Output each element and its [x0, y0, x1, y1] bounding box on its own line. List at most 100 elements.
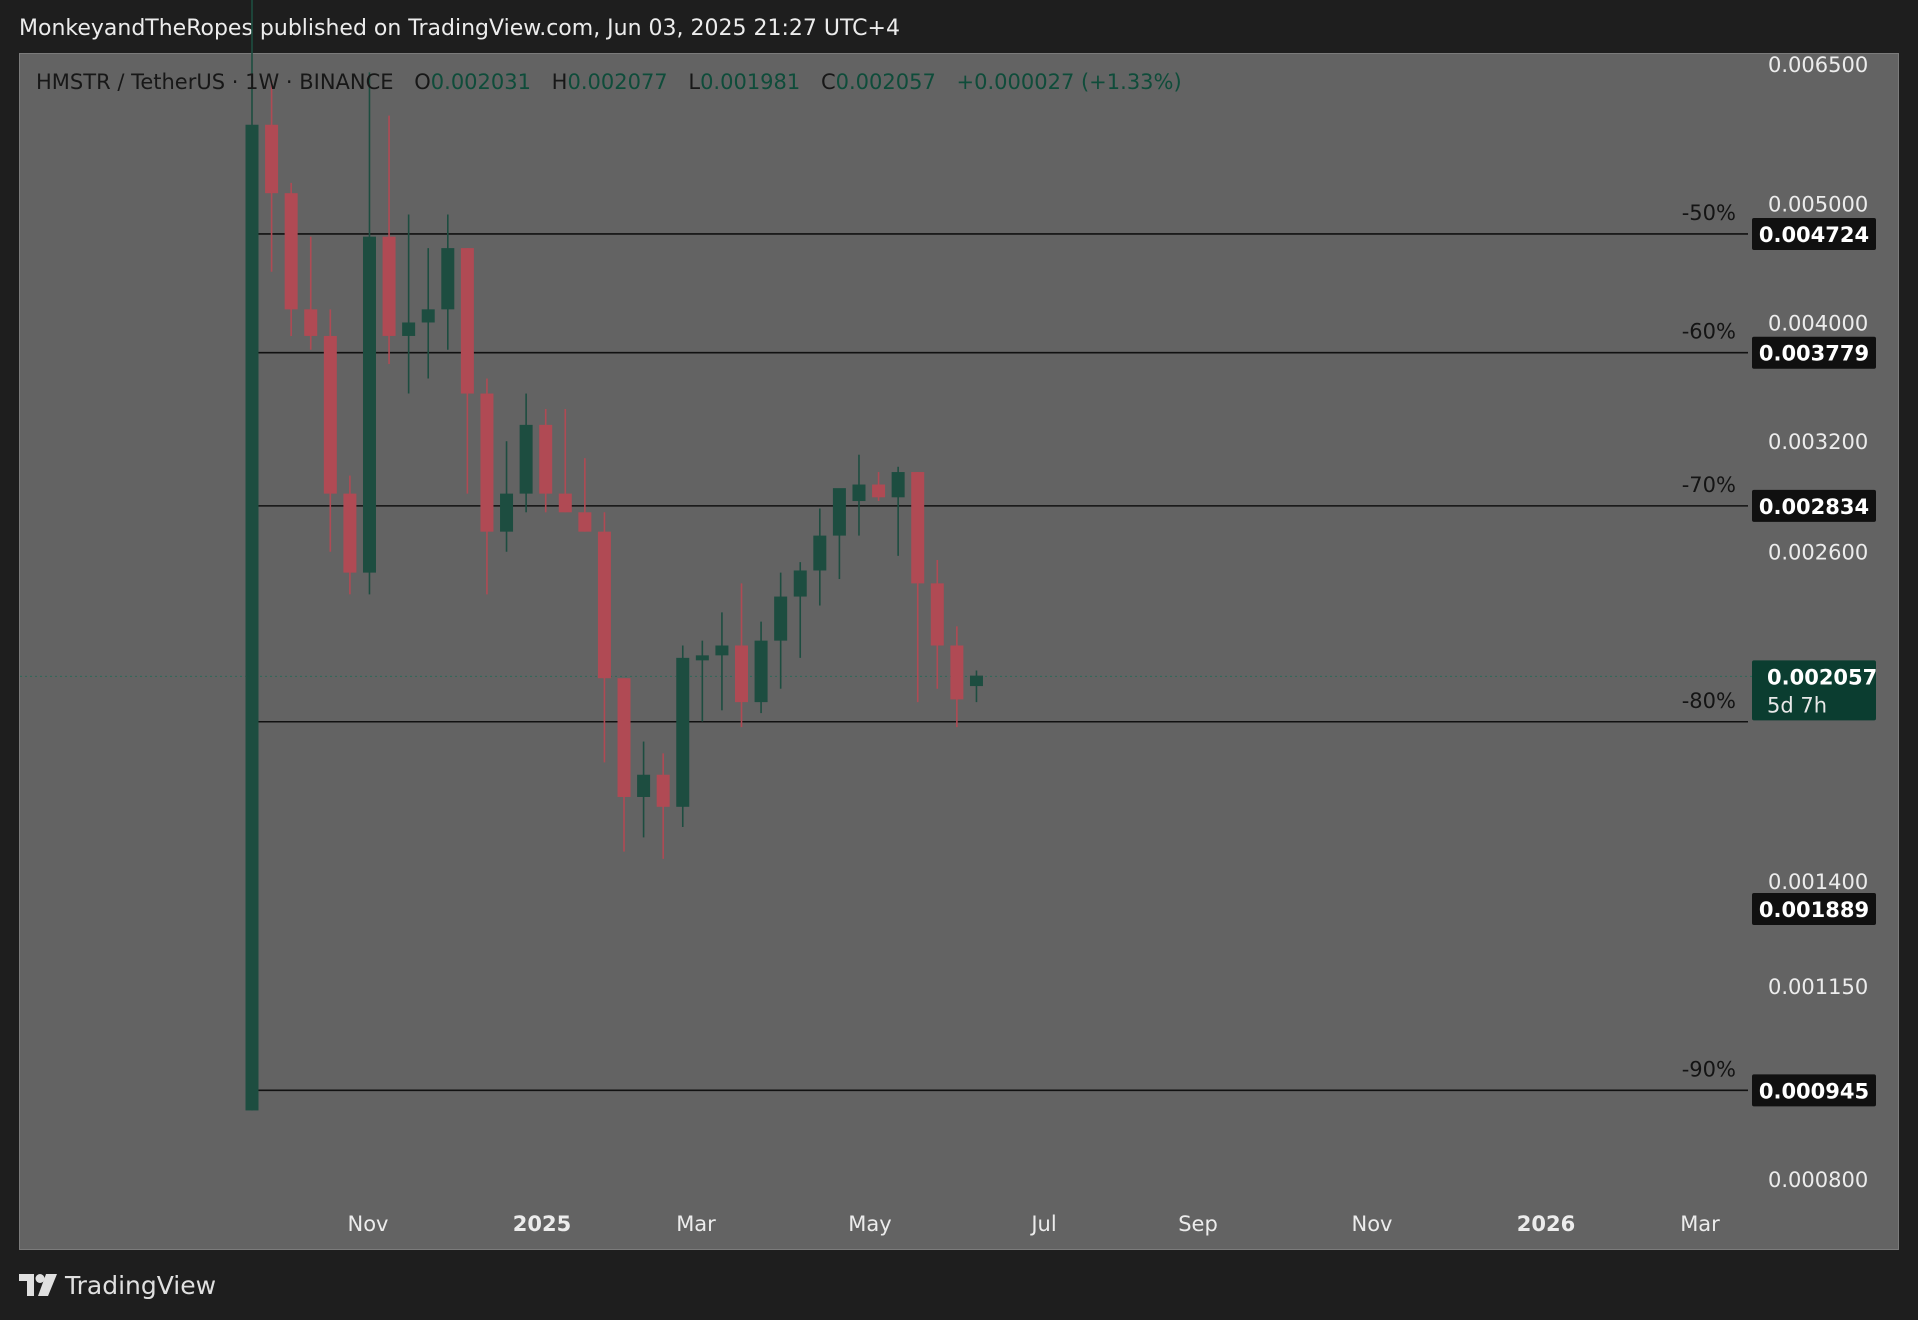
candle[interactable]	[950, 626, 964, 728]
badge-text: 0.001889	[1759, 898, 1869, 922]
candle[interactable]	[421, 248, 435, 379]
candle[interactable]	[519, 393, 533, 513]
candle[interactable]	[832, 488, 846, 580]
candle[interactable]	[891, 466, 905, 556]
current-price-text: 0.002057	[1767, 665, 1877, 689]
candle-body	[460, 248, 474, 394]
footer	[0, 1250, 1918, 1320]
badge-text: 0.000945	[1759, 1079, 1869, 1103]
candle-body	[519, 424, 533, 494]
candle[interactable]	[441, 214, 455, 350]
candle[interactable]	[793, 562, 807, 658]
candle-body	[891, 472, 905, 498]
price-badges: 0.0094470.0047240.0037790.0028340.001889…	[1752, 217, 1877, 1107]
candle[interactable]	[774, 572, 788, 689]
candle[interactable]	[930, 559, 944, 689]
candle-body	[500, 493, 514, 532]
candle[interactable]	[695, 640, 709, 722]
candle[interactable]	[500, 441, 514, 552]
candle[interactable]	[597, 512, 611, 763]
candle[interactable]	[656, 753, 670, 859]
current-price-badge: 0.002057 5d 7h	[1752, 660, 1877, 721]
candle[interactable]	[578, 458, 592, 532]
symbol-label[interactable]: HMSTR / TetherUS · 1W · BINANCE	[36, 70, 394, 94]
x-tick-label: Nov	[1352, 1212, 1393, 1236]
x-tick-label: Mar	[1680, 1212, 1720, 1236]
candle[interactable]	[558, 408, 572, 513]
badge-background	[1752, 217, 1876, 250]
level-label: -60%	[1682, 320, 1736, 344]
candle[interactable]	[969, 670, 983, 703]
candle[interactable]	[382, 115, 396, 364]
level-label: -70%	[1682, 473, 1736, 497]
candle-body	[304, 309, 318, 336]
level-price-badge: 0.000945	[1752, 1074, 1876, 1107]
candle-body	[382, 236, 396, 336]
candle[interactable]	[304, 236, 318, 350]
candle-body	[832, 488, 846, 536]
candle[interactable]	[911, 472, 925, 703]
level-price-badge: 0.001889	[1752, 893, 1876, 925]
candle[interactable]	[539, 408, 553, 513]
candle[interactable]	[754, 621, 768, 714]
candle-body	[245, 124, 259, 1111]
level-price-badge: 0.004724	[1752, 217, 1876, 250]
badge-text: 0.003779	[1759, 342, 1869, 366]
candle-body	[676, 657, 690, 807]
candle[interactable]	[872, 472, 886, 502]
y-tick-label: 0.001400	[1768, 870, 1868, 894]
tradingview-logo[interactable]: TradingView	[19, 1269, 216, 1301]
open-label: O	[414, 70, 431, 94]
candle-body	[362, 236, 376, 573]
y-tick-label: 0.003200	[1768, 430, 1868, 454]
badge-background	[1752, 336, 1876, 369]
y-tick-label: 0.004000	[1768, 311, 1868, 335]
x-tick-label: May	[848, 1212, 891, 1236]
price-axis[interactable]: 0.0190000.0160000.0130000.0100000.008000…	[1768, 0, 1868, 1192]
candle-body	[617, 678, 631, 797]
candle[interactable]	[715, 612, 729, 711]
candle[interactable]	[284, 182, 298, 336]
level-price-badge: 0.003779	[1752, 336, 1876, 369]
candle-body	[637, 774, 651, 797]
candle-body	[793, 570, 807, 597]
level-label: -80%	[1682, 689, 1736, 713]
y-tick-label: 0.005000	[1768, 193, 1868, 217]
time-axis[interactable]: Nov 2025 Mar May Jul Sep Nov 2026 Mar	[348, 1212, 1721, 1236]
candle[interactable]	[362, 72, 376, 595]
candle[interactable]	[460, 248, 474, 494]
candle-body	[343, 493, 357, 573]
level-label: -90%	[1682, 1057, 1736, 1081]
candle[interactable]	[676, 645, 690, 828]
candle-body	[695, 655, 709, 661]
candle[interactable]	[402, 214, 416, 394]
candle[interactable]	[617, 678, 631, 852]
candle[interactable]	[343, 475, 357, 595]
high-label: H	[551, 70, 568, 94]
candle[interactable]	[813, 508, 827, 606]
candle[interactable]	[480, 378, 494, 595]
candle-body	[539, 424, 553, 494]
y-tick-label: 0.001150	[1768, 975, 1868, 999]
candle-body	[421, 309, 435, 323]
high-value: 0.002077	[567, 70, 668, 94]
low-value: 0.001981	[700, 70, 801, 94]
candle[interactable]	[852, 454, 866, 536]
publish-header: MonkeyandTheRopes published on TradingVi…	[0, 0, 1918, 56]
low-label: L	[688, 70, 701, 94]
candle-body	[813, 535, 827, 571]
level-price-badge: 0.002834	[1752, 489, 1876, 522]
candle-body	[715, 645, 729, 656]
candle-body	[969, 675, 983, 687]
candle-body	[441, 248, 455, 310]
candle-body	[754, 640, 768, 703]
candle[interactable]	[245, 0, 259, 1111]
candle[interactable]	[323, 309, 337, 552]
x-tick-label: 2026	[1517, 1212, 1575, 1236]
candle[interactable]	[637, 741, 651, 838]
candle[interactable]	[735, 583, 748, 728]
badge-background	[1752, 893, 1876, 925]
x-tick-label: Nov	[348, 1212, 389, 1236]
candle[interactable]	[265, 80, 279, 272]
